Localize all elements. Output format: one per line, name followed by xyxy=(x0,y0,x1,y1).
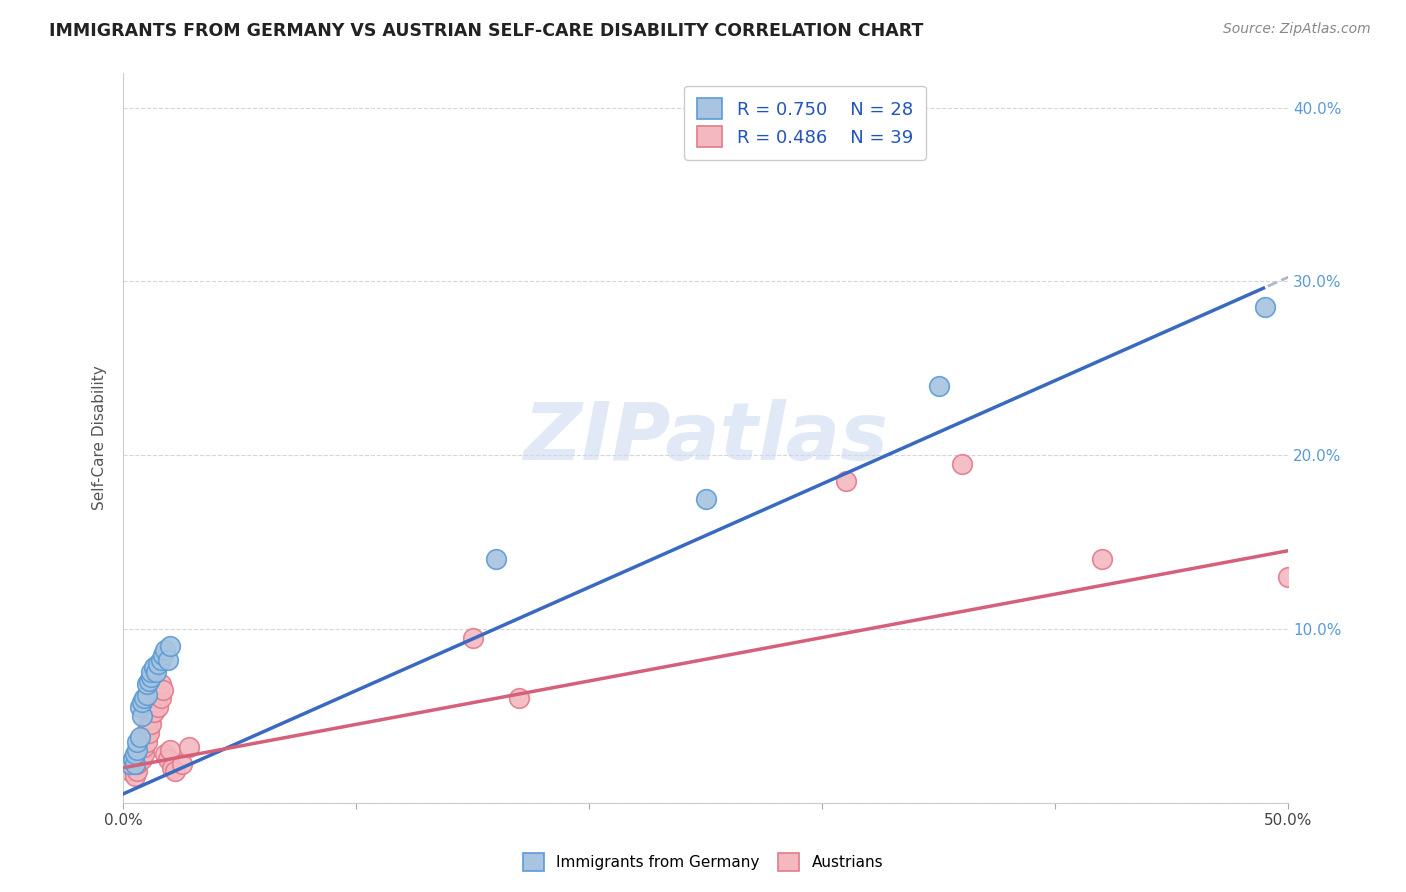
Point xyxy=(156,653,179,667)
Point xyxy=(142,691,165,706)
Point xyxy=(149,677,172,691)
Text: Source: ZipAtlas.com: Source: ZipAtlas.com xyxy=(1223,22,1371,37)
Point xyxy=(145,695,167,709)
Point xyxy=(928,378,950,392)
Point xyxy=(141,665,163,680)
Y-axis label: Self-Care Disability: Self-Care Disability xyxy=(93,366,107,510)
Point xyxy=(138,712,160,726)
Point xyxy=(131,752,153,766)
Point xyxy=(135,688,157,702)
Point xyxy=(121,761,143,775)
Point xyxy=(120,764,142,779)
Point xyxy=(135,677,157,691)
Point xyxy=(145,665,167,680)
Point xyxy=(120,757,142,772)
Point xyxy=(159,743,181,757)
Legend: R = 0.750    N = 28, R = 0.486    N = 39: R = 0.750 N = 28, R = 0.486 N = 39 xyxy=(685,86,925,160)
Point xyxy=(134,747,156,761)
Point xyxy=(127,735,149,749)
Point xyxy=(127,743,149,757)
Point xyxy=(177,739,200,754)
Point xyxy=(131,708,153,723)
Point xyxy=(485,552,508,566)
Point xyxy=(124,757,146,772)
Point xyxy=(152,682,174,697)
Text: ZIPatlas: ZIPatlas xyxy=(523,399,889,476)
Point xyxy=(142,705,165,719)
Point xyxy=(128,747,150,761)
Point xyxy=(148,657,170,671)
Point xyxy=(508,691,530,706)
Point xyxy=(155,642,177,657)
Point xyxy=(134,691,156,706)
Point xyxy=(148,700,170,714)
Point xyxy=(149,653,172,667)
Point xyxy=(834,474,856,488)
Point xyxy=(128,700,150,714)
Point xyxy=(950,457,973,471)
Point xyxy=(124,769,146,783)
Point xyxy=(159,639,181,653)
Point xyxy=(149,691,172,706)
Point xyxy=(695,491,717,506)
Point xyxy=(124,757,146,772)
Point xyxy=(1091,552,1114,566)
Point xyxy=(141,717,163,731)
Point xyxy=(124,747,146,761)
Point xyxy=(131,743,153,757)
Point xyxy=(121,752,143,766)
Point xyxy=(127,757,149,772)
Point xyxy=(461,631,484,645)
Point xyxy=(163,764,186,779)
Text: IMMIGRANTS FROM GERMANY VS AUSTRIAN SELF-CARE DISABILITY CORRELATION CHART: IMMIGRANTS FROM GERMANY VS AUSTRIAN SELF… xyxy=(49,22,924,40)
Point xyxy=(128,752,150,766)
Point xyxy=(1277,570,1299,584)
Legend: Immigrants from Germany, Austrians: Immigrants from Germany, Austrians xyxy=(516,847,890,877)
Point xyxy=(135,723,157,737)
Point xyxy=(142,660,165,674)
Point xyxy=(134,739,156,754)
Point xyxy=(127,764,149,779)
Point xyxy=(152,648,174,662)
Point xyxy=(141,670,163,684)
Point xyxy=(156,752,179,766)
Point xyxy=(170,757,193,772)
Point xyxy=(138,726,160,740)
Point xyxy=(148,688,170,702)
Point xyxy=(128,730,150,744)
Point xyxy=(162,761,184,775)
Point xyxy=(141,700,163,714)
Point xyxy=(155,747,177,761)
Point xyxy=(138,673,160,688)
Point xyxy=(131,695,153,709)
Point xyxy=(135,735,157,749)
Point xyxy=(1254,301,1277,315)
